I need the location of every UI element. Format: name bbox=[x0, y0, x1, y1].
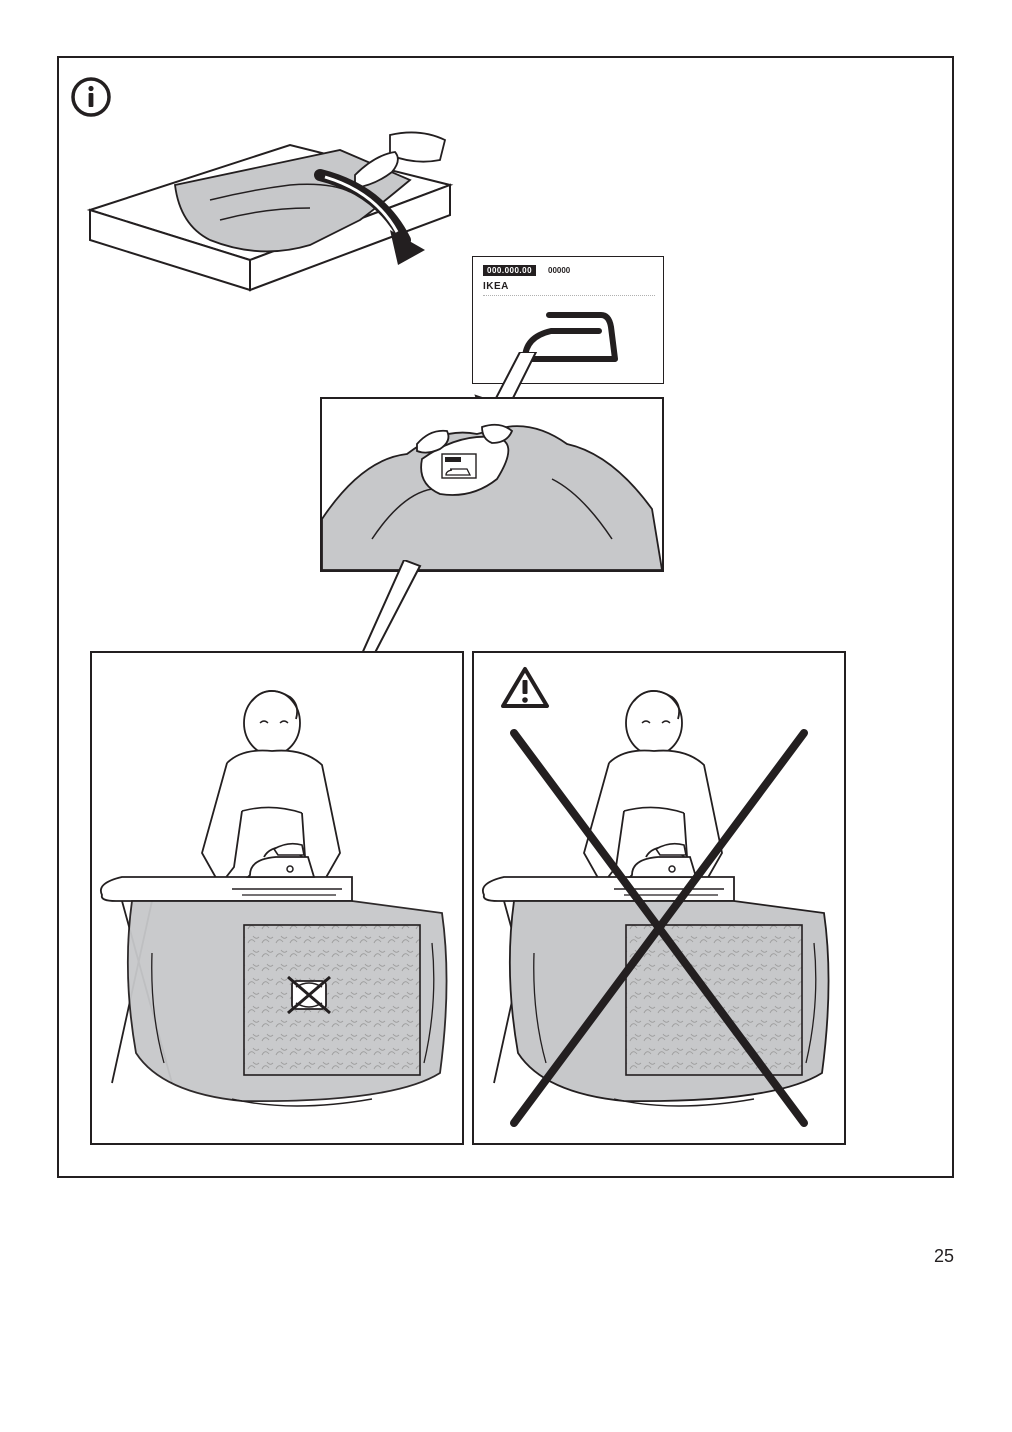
info-icon bbox=[70, 76, 112, 118]
article-number-badge: 000.000.00 bbox=[483, 265, 536, 276]
top-unpack-illustration bbox=[80, 130, 480, 320]
correct-ironing-illustration bbox=[92, 653, 462, 1143]
page-number: 25 bbox=[934, 1246, 954, 1267]
label-dotted-line bbox=[483, 295, 655, 296]
warning-icon bbox=[500, 666, 550, 710]
brand-text: IKEA bbox=[483, 281, 509, 292]
check-label-illustration bbox=[322, 399, 662, 570]
article-code: 00000 bbox=[548, 266, 570, 275]
instruction-page: 000.000.00 00000 IKEA bbox=[0, 0, 1012, 1432]
incorrect-ironing-illustration bbox=[474, 653, 844, 1143]
